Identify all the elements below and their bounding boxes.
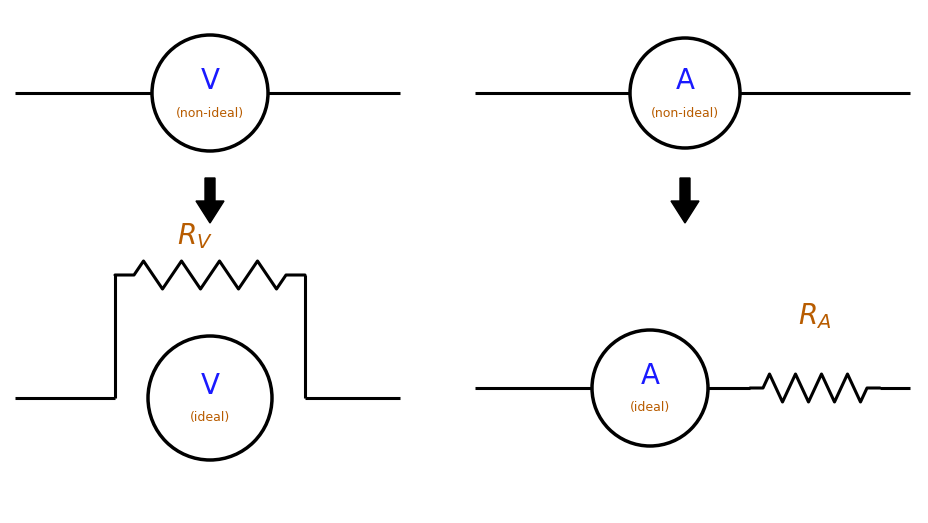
Text: (non-ideal): (non-ideal) (175, 107, 244, 119)
FancyArrow shape (196, 178, 224, 223)
FancyArrow shape (670, 178, 698, 223)
Text: $\mathit{R}_{\mathit{V}}$: $\mathit{R}_{\mathit{V}}$ (177, 221, 213, 251)
Text: $\mathit{R}_{\mathit{A}}$: $\mathit{R}_{\mathit{A}}$ (797, 301, 831, 331)
Circle shape (629, 38, 740, 148)
Text: (non-ideal): (non-ideal) (651, 107, 718, 119)
Text: A: A (639, 362, 659, 390)
Circle shape (148, 336, 272, 460)
Text: V: V (200, 372, 219, 400)
Text: (ideal): (ideal) (189, 412, 230, 425)
Circle shape (152, 35, 267, 151)
Circle shape (591, 330, 707, 446)
Text: (ideal): (ideal) (629, 402, 669, 415)
Text: A: A (675, 67, 694, 95)
Text: V: V (200, 67, 219, 95)
